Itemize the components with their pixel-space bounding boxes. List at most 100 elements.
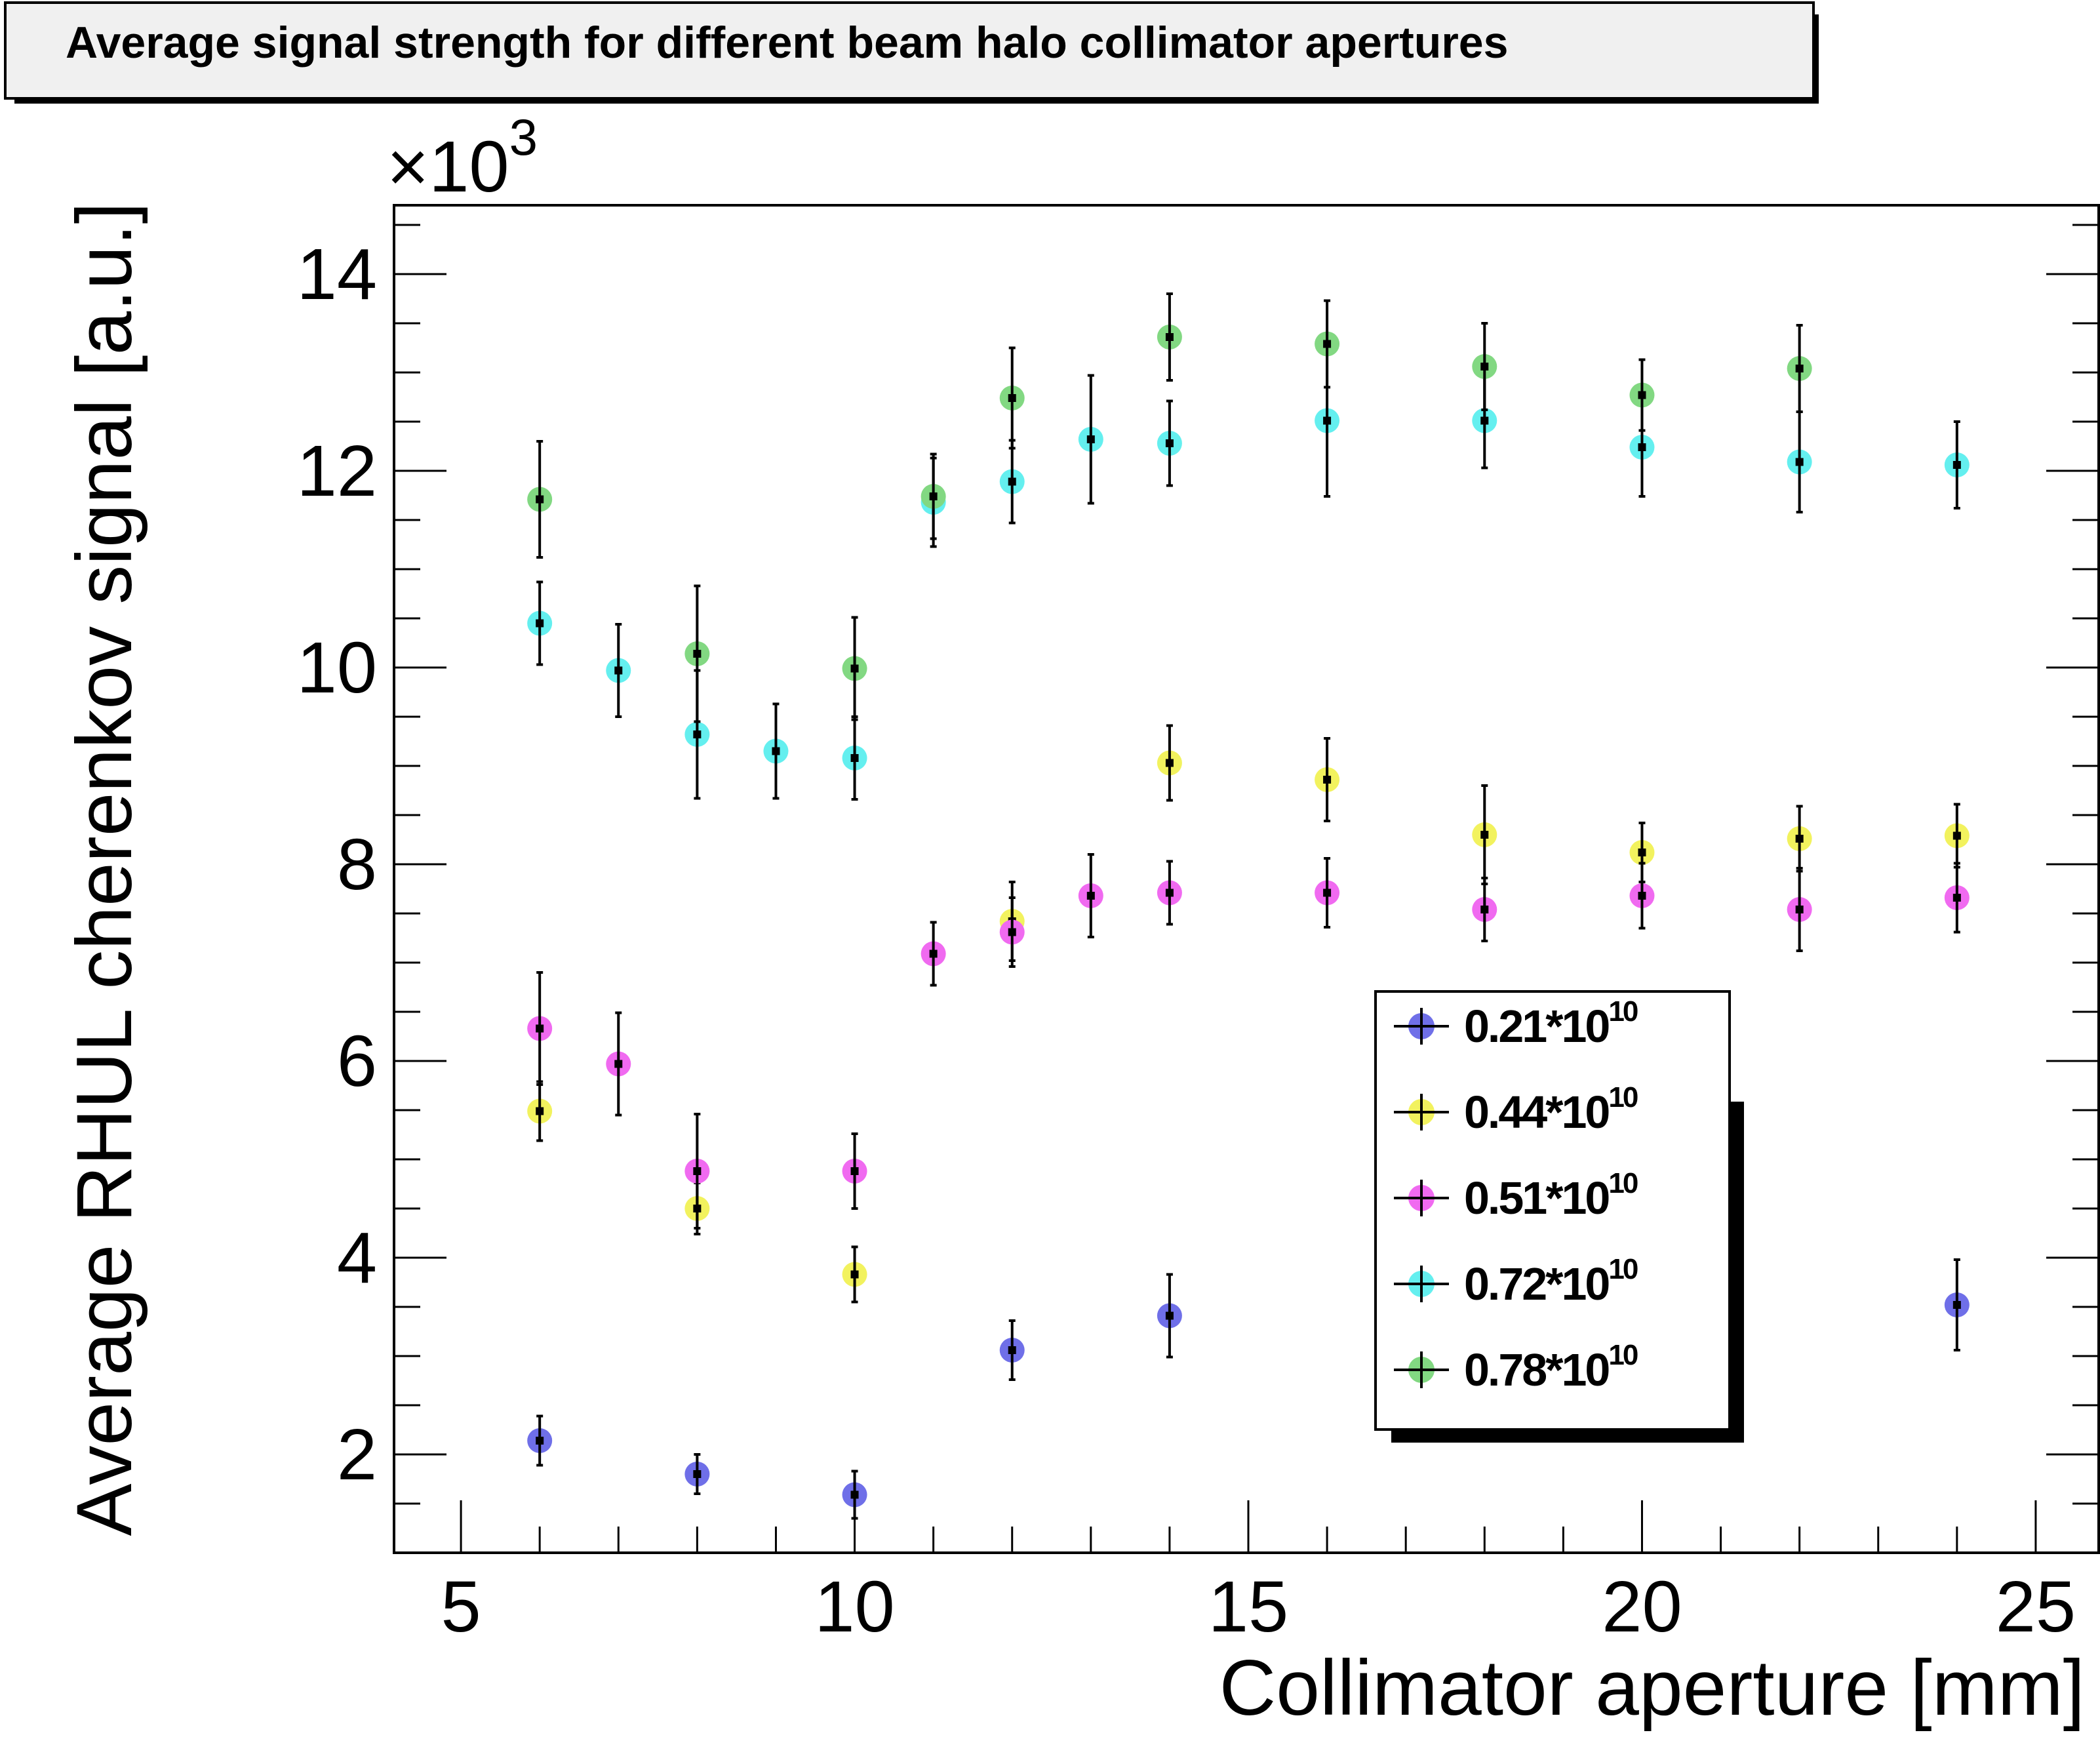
center-marker [1952,1301,1961,1309]
center-marker [1008,394,1016,402]
center-marker [614,666,623,675]
center-marker [1480,416,1489,425]
center-marker [1795,906,1804,913]
y-axis-tick-labels: 2 4 6 8 10 12 14 [297,234,377,1495]
center-marker [1165,333,1174,341]
legend-entry: 0.72*1010 [1394,1253,1640,1309]
y-axis-multiplier-exp: 3 [509,108,538,166]
legend-entry: 0.51*1010 [1394,1167,1640,1224]
legend-entry: 0.21*1010 [1394,995,1640,1052]
y-tick-label: 12 [297,431,377,511]
chart-title: Average signal strength for different be… [66,18,1508,68]
legend-label-base: 0.44*10 [1464,1087,1609,1138]
y-tick-label: 8 [337,824,377,905]
legend-label: 0.51*1010 [1464,1167,1638,1224]
y-tick-label: 6 [337,1021,377,1102]
center-marker [1323,776,1332,784]
center-marker [536,495,544,504]
center-marker [1165,1311,1174,1320]
legend-label-base: 0.21*10 [1464,1001,1609,1052]
center-marker [1323,416,1332,425]
x-tick-label: 10 [814,1567,894,1647]
x-axis-label: Collimator aperture [mm] [1219,1644,2085,1732]
legend-label-base: 0.78*10 [1464,1344,1609,1395]
legend-label-exp: 10 [1608,1081,1637,1113]
legend-label-exp: 10 [1608,995,1637,1028]
center-marker [772,747,780,755]
center-marker [1638,892,1646,900]
center-marker [693,1470,702,1478]
center-marker [1086,435,1095,443]
y-axis-label: Average RHUL cherenkov signal [a.u.] [60,202,148,1536]
legend-label: 0.72*1010 [1464,1253,1638,1309]
x-axis-tick-labels: 5 10 15 20 25 [441,1567,2076,1647]
title-box: Average signal strength for different be… [4,1,1819,104]
center-marker [536,1437,544,1445]
center-marker [850,664,859,673]
center-marker [1165,889,1174,897]
legend-label-exp: 10 [1608,1253,1637,1285]
center-marker [1165,759,1174,767]
legend-label-exp: 10 [1608,1339,1637,1371]
center-marker [1952,461,1961,469]
center-marker [1638,391,1646,399]
center-marker [929,949,938,958]
data-points [527,292,1970,1520]
legend-label: 0.21*1010 [1464,995,1638,1052]
center-marker [1795,458,1804,466]
center-marker [1480,363,1489,370]
x-tick-label: 20 [1602,1567,1682,1647]
center-marker [536,1107,544,1115]
title-box-frame [4,1,1815,100]
center-marker [1086,892,1095,900]
center-marker [693,650,702,658]
center-marker [1480,831,1489,839]
center-marker [693,1167,702,1175]
center-marker [1480,906,1489,913]
center-marker [1952,894,1961,902]
y-tick-label: 2 [337,1414,377,1495]
legend-entry: 0.44*1010 [1394,1081,1640,1138]
legend-label-base: 0.51*10 [1464,1172,1609,1224]
center-marker [1323,889,1332,897]
center-marker [850,1490,859,1499]
y-tick-label: 10 [297,628,377,708]
x-tick-label: 25 [1996,1567,2076,1647]
legend: 0.21*10100.44*10100.51*10100.72*10100.78… [1374,990,1744,1443]
center-marker [1165,439,1174,447]
x-tick-label: 5 [441,1567,481,1647]
legend-label: 0.78*1010 [1464,1339,1638,1395]
plot-frame [393,204,2100,1554]
legend-label-base: 0.72*10 [1464,1258,1609,1309]
center-marker [1008,477,1016,486]
center-marker [1638,849,1646,856]
center-marker [1323,340,1332,348]
center-marker [614,1060,623,1068]
x-tick-label: 15 [1208,1567,1288,1647]
y-axis-ticks [394,224,2099,1505]
center-marker [693,730,702,738]
center-marker [1795,365,1804,372]
center-marker [1008,1346,1016,1354]
series-group [527,853,1970,1229]
series-group [527,292,1812,723]
center-marker [536,1024,544,1033]
legend-entry: 0.78*1010 [1394,1339,1640,1395]
y-tick-label: 4 [337,1218,377,1298]
center-marker [850,1270,859,1279]
center-marker [1008,928,1016,936]
y-tick-label: 14 [297,234,377,315]
legend-box [1374,990,1731,1431]
legend-label: 0.44*1010 [1464,1081,1638,1138]
legend-label-exp: 10 [1608,1167,1637,1199]
center-marker [1952,831,1961,840]
legend-entries: 0.21*10100.44*10100.51*10100.72*10100.78… [1394,995,1640,1395]
series-group [527,1258,1970,1520]
center-marker [536,619,544,628]
center-marker [850,754,859,762]
center-marker [1638,443,1646,451]
center-marker [929,492,938,500]
center-marker [850,1167,859,1175]
